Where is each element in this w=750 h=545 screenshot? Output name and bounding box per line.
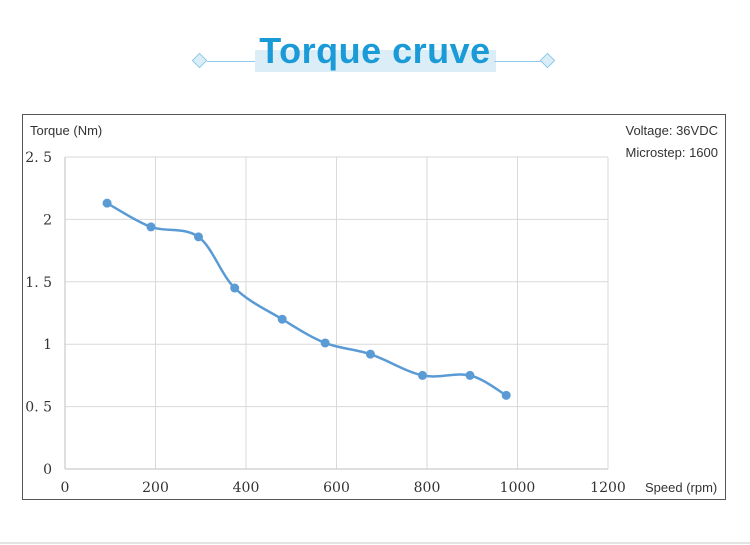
header: Torque cruve bbox=[0, 0, 750, 100]
torque-data-point bbox=[417, 370, 427, 380]
torque-data-point bbox=[102, 198, 112, 208]
grid-layer bbox=[65, 156, 609, 469]
series-layer bbox=[102, 198, 511, 400]
x-tick-label: 600 bbox=[323, 480, 350, 496]
x-tick-label: 1000 bbox=[500, 480, 536, 496]
torque-data-point bbox=[230, 283, 240, 293]
x-axis-label: Speed (rpm) bbox=[645, 480, 717, 495]
axis-layer: 0 200 400 600 800 1000 1200 0 0. 5 1 1. 5 2 2. 5 bbox=[25, 150, 626, 496]
y-tick-label: 1. 5 bbox=[25, 275, 52, 291]
torque-data-point bbox=[193, 232, 203, 242]
footer-divider bbox=[0, 542, 750, 544]
torque-data-point bbox=[146, 222, 156, 232]
title-highlight bbox=[255, 50, 496, 72]
y-axis-label: Torque (Nm) bbox=[30, 123, 102, 138]
y-tick-label: 0. 5 bbox=[25, 400, 52, 416]
torque-data-point bbox=[501, 390, 511, 400]
x-tick-label: 200 bbox=[142, 480, 169, 496]
y-tick-label: 2. 5 bbox=[25, 150, 52, 166]
page-title: Torque cruve bbox=[259, 30, 491, 71]
left-title-rule bbox=[207, 61, 257, 62]
torque-data-point bbox=[365, 349, 375, 359]
x-tick-label: 0 bbox=[61, 480, 70, 496]
y-tick-label: 1 bbox=[43, 337, 52, 353]
x-tick-label: 1200 bbox=[590, 480, 626, 496]
torque-data-point bbox=[277, 314, 287, 324]
x-tick-label: 400 bbox=[233, 480, 260, 496]
chart-frame bbox=[22, 114, 726, 500]
voltage-annotation: Voltage: 36VDC bbox=[625, 123, 718, 138]
microstep-annotation: Microstep: 1600 bbox=[626, 145, 719, 160]
torque-data-point bbox=[465, 370, 475, 380]
right-title-rule bbox=[494, 61, 544, 62]
torque-data-point bbox=[320, 338, 330, 348]
y-tick-label: 0 bbox=[43, 462, 52, 478]
torque-series-line bbox=[106, 202, 507, 397]
y-tick-label: 2 bbox=[43, 212, 52, 228]
x-tick-label: 800 bbox=[414, 480, 441, 496]
